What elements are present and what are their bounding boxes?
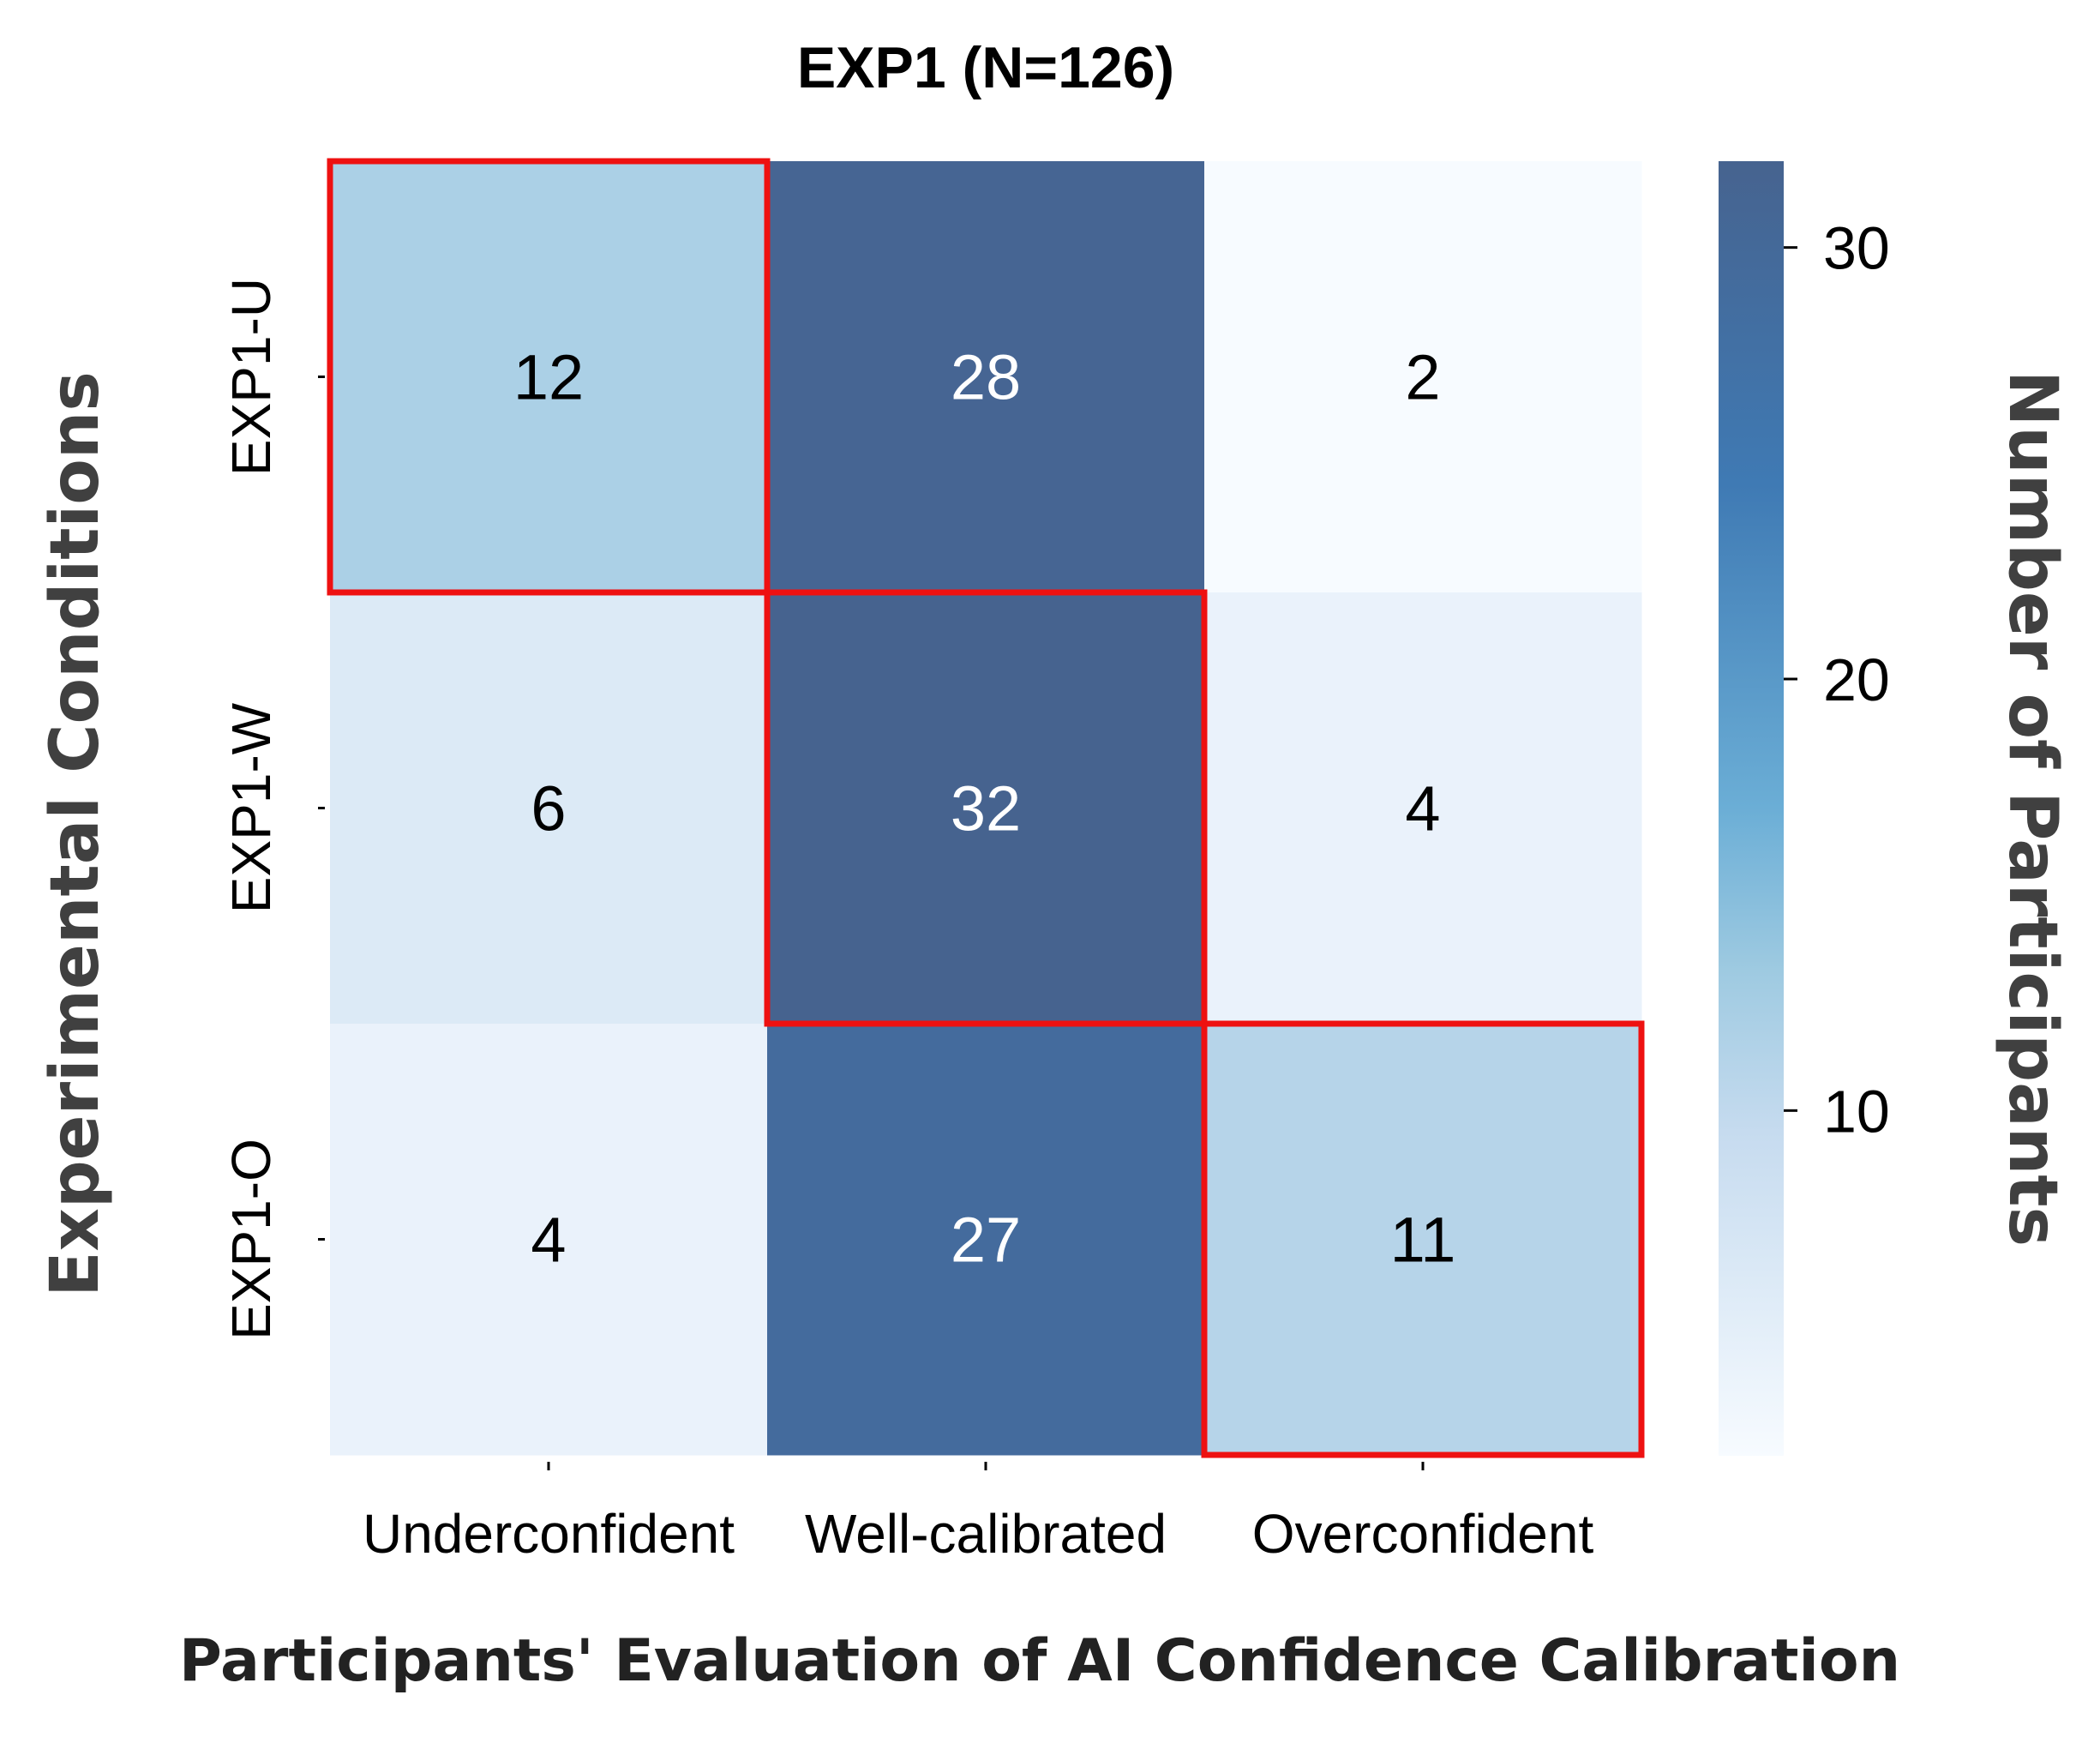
heatmap-cell [330, 161, 768, 593]
heatmap-cells [330, 161, 1642, 1456]
y-tick-label: EXP1-W [220, 702, 282, 913]
cell-value-label: 27 [951, 1205, 1021, 1276]
highlight-box [1201, 1020, 1645, 1458]
highlight-box [327, 158, 771, 596]
cell-value-label: 12 [513, 342, 584, 413]
heatmap-cell [767, 161, 1205, 593]
x-tick-label: Well-calibrated [805, 1503, 1167, 1565]
colorbar-title: Number of Participants [1994, 370, 2071, 1247]
highlight-boxes [327, 158, 1645, 1458]
colorbar-tick-label: 20 [1823, 646, 1890, 713]
cell-value-label: 32 [951, 773, 1021, 844]
colorbar-tick-label: 30 [1823, 215, 1890, 282]
colorbar-ticks: 10 20 30 [1784, 215, 1890, 1145]
heatmap-cell [1204, 592, 1642, 1025]
cell-value-label: 11 [1390, 1205, 1456, 1276]
cell-value-label: 4 [531, 1205, 566, 1276]
y-tick-label: EXP1-U [220, 278, 282, 476]
chart-title: EXP1 (N=126) [797, 35, 1174, 100]
heatmap-cell-labels: 12 28 2 6 32 4 4 27 11 [513, 342, 1456, 1276]
heatmap-cell [767, 592, 1205, 1025]
cell-value-label: 4 [1405, 773, 1440, 844]
x-axis-title: Participants' Evaluation of AI Confidenc… [179, 1627, 1900, 1695]
heatmap-cell [1204, 161, 1642, 593]
y-tick-label: EXP1-O [220, 1139, 282, 1340]
highlight-box [764, 589, 1208, 1027]
cell-value-label: 2 [1405, 342, 1440, 413]
heatmap-cell [330, 1024, 768, 1456]
y-axis: EXP1-U EXP1-W EXP1-O [220, 278, 325, 1340]
cell-value-label: 28 [951, 342, 1021, 413]
x-axis: Underconfident Well-calibrated Overconfide… [363, 1462, 1593, 1565]
colorbar [1719, 161, 1784, 1456]
colorbar-tick-label: 10 [1823, 1078, 1890, 1145]
y-axis-title: Experimental Conditions [37, 371, 114, 1297]
x-tick-label: Overconfident [1252, 1503, 1594, 1565]
heatmap-cell [330, 592, 768, 1025]
cell-value-label: 6 [531, 773, 566, 844]
heatmap-cell [767, 1024, 1205, 1456]
heatmap-cell [1204, 1024, 1642, 1456]
x-tick-label: Underconfident [363, 1503, 735, 1565]
